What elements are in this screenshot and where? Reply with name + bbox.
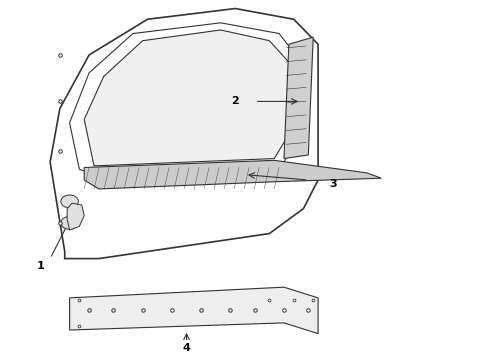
Polygon shape: [70, 287, 318, 334]
Text: 3: 3: [329, 179, 337, 189]
Polygon shape: [84, 30, 294, 166]
Polygon shape: [84, 160, 381, 189]
Circle shape: [61, 195, 78, 208]
Circle shape: [61, 216, 78, 229]
Polygon shape: [284, 37, 313, 158]
Text: 4: 4: [183, 343, 191, 353]
Polygon shape: [67, 203, 84, 230]
Text: 1: 1: [36, 261, 44, 271]
Text: 2: 2: [231, 96, 239, 107]
